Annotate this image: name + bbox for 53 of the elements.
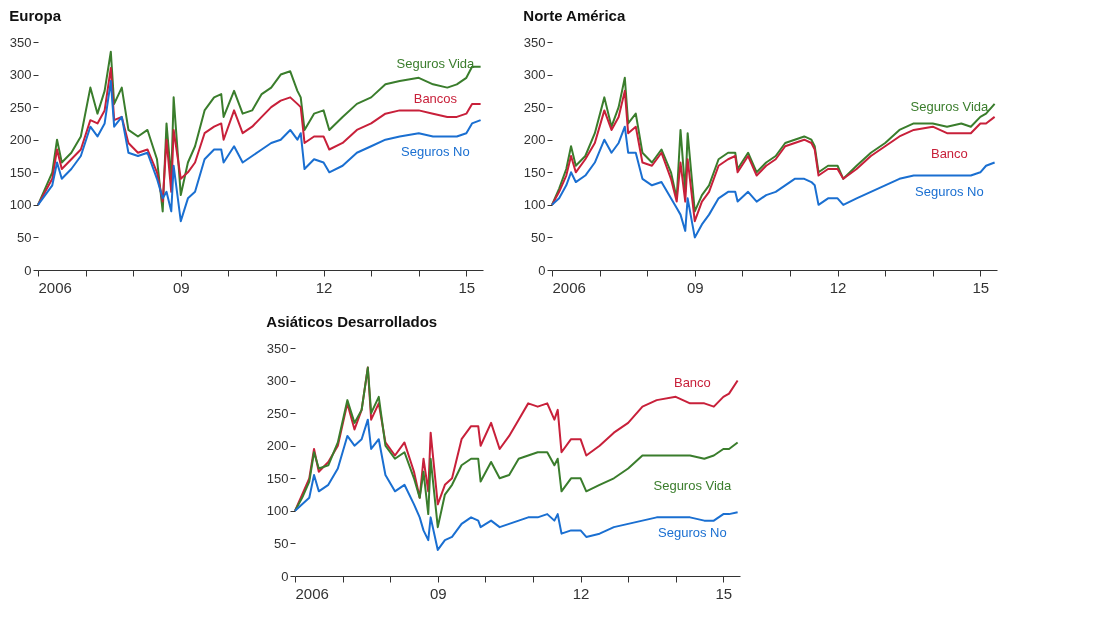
- series-label: Banco: [930, 146, 968, 162]
- series-label: Bancos: [413, 91, 458, 106]
- y-tick-label: 100: [523, 197, 546, 213]
- y-tick-label: 50: [531, 229, 546, 245]
- series-label: Seguros Vida: [910, 98, 990, 114]
- y-tick-label: 0: [538, 262, 546, 278]
- y-tick-label: 300: [9, 67, 32, 83]
- y-tick-label: 300: [266, 373, 289, 389]
- chart-title: Asiáticos Desarrollados: [266, 313, 438, 330]
- y-tick-label: 50: [274, 535, 289, 551]
- y-tick-label: 350: [9, 34, 32, 50]
- x-tick-label: 12: [315, 278, 333, 296]
- y-tick-label: 150: [266, 470, 289, 486]
- series-label: Banco: [673, 375, 711, 391]
- line-series: [551, 89, 996, 223]
- y-tick-label: 0: [281, 568, 289, 584]
- line-series: [294, 418, 739, 551]
- chart-title: Norte América: [523, 7, 626, 24]
- y-tick-label: 100: [266, 503, 289, 519]
- x-tick-label: 09: [172, 278, 190, 296]
- chart-title: Europa: [9, 7, 62, 24]
- y-tick-label: 0: [24, 262, 32, 278]
- line-series: [551, 125, 996, 239]
- series-label: Seguros No: [401, 144, 470, 160]
- y-tick-label: 100: [9, 197, 32, 213]
- series-label: Seguros No: [915, 183, 984, 199]
- x-tick-label: 12: [572, 584, 590, 602]
- x-tick-label: 2006: [552, 278, 586, 296]
- line-series: [551, 76, 996, 213]
- x-tick-label: 2006: [38, 278, 72, 296]
- y-tick-label: 250: [266, 405, 289, 421]
- x-tick-label: 15: [715, 584, 733, 602]
- x-tick-label: 12: [829, 278, 847, 296]
- y-tick-label: 350: [266, 340, 289, 356]
- y-tick-label: 200: [523, 132, 546, 148]
- y-tick-label: 200: [9, 132, 32, 148]
- y-tick-label: 350: [523, 34, 546, 50]
- y-tick-label: 150: [523, 164, 546, 180]
- x-tick-label: 09: [429, 584, 447, 602]
- x-tick-label: 15: [458, 278, 476, 296]
- line-series: [37, 80, 482, 223]
- y-tick-label: 200: [266, 438, 289, 454]
- y-tick-label: 250: [9, 99, 32, 115]
- y-tick-label: 50: [17, 229, 32, 245]
- series-label: Seguros Vida: [396, 56, 476, 72]
- y-tick-label: 300: [523, 67, 546, 83]
- x-tick-label: 15: [972, 278, 990, 296]
- x-tick-label: 09: [686, 278, 704, 296]
- series-label: Seguros No: [658, 525, 727, 541]
- x-tick-label: 2006: [295, 584, 329, 602]
- series-label: Seguros Vida: [653, 478, 733, 494]
- y-tick-label: 250: [523, 99, 546, 115]
- y-tick-label: 150: [9, 164, 32, 180]
